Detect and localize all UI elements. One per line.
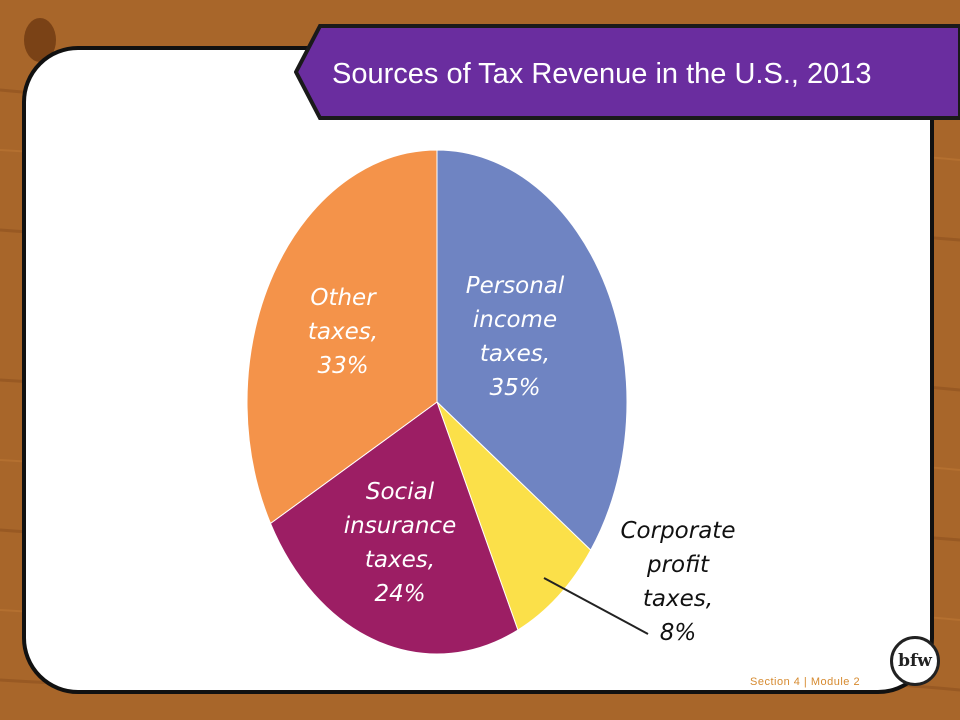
bfw-logo: bfw — [890, 636, 940, 686]
personal-income-slice — [436, 149, 628, 551]
social-insurance-label: Social insurance taxes, 24% — [344, 479, 456, 607]
social-insurance-slice — [269, 401, 519, 655]
slide-title: Sources of Tax Revenue in the U.S., 2013 — [332, 58, 872, 90]
personal-income-label: Personal income taxes, 35% — [466, 273, 565, 401]
corporate-profit-slice — [436, 401, 592, 631]
section-footer: Section 4 | Module 2 — [750, 676, 861, 688]
other-taxes-label: Other taxes, 33% — [308, 285, 378, 379]
corporate-leader-line — [543, 577, 649, 635]
corporate-profit-label: Corporate profit taxes, 8% — [621, 518, 736, 646]
other-taxes-slice — [246, 149, 438, 525]
title-banner — [294, 24, 960, 120]
